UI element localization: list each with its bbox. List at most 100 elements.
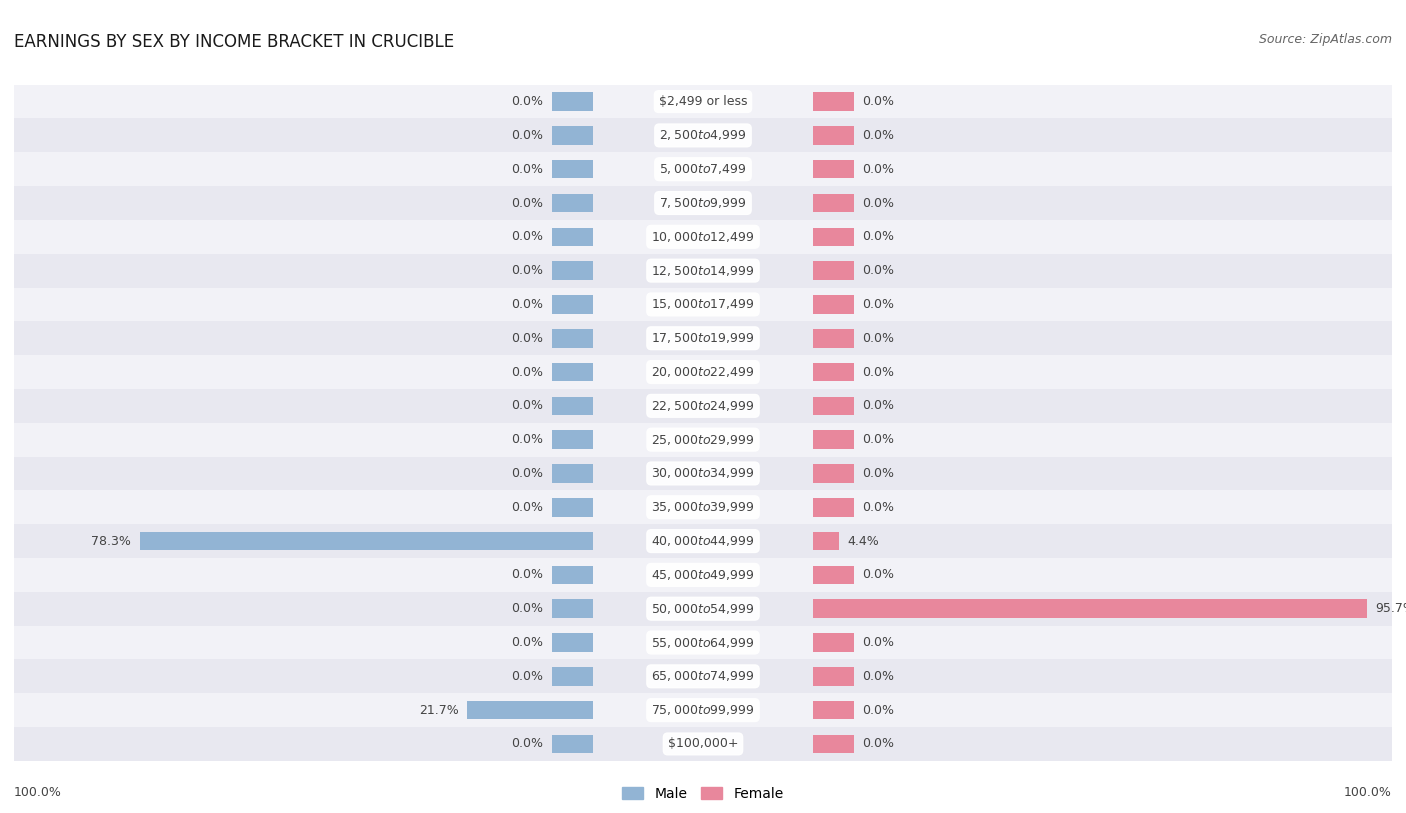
Text: 0.0%: 0.0% [512, 163, 544, 176]
Text: 0.0%: 0.0% [862, 467, 894, 480]
Bar [0, 659, 1406, 693]
Text: 100.0%: 100.0% [1344, 786, 1392, 799]
Bar [14, 321, 1171, 355]
Text: $2,500 to $4,999: $2,500 to $4,999 [659, 128, 747, 142]
Bar [14, 558, 1171, 592]
Bar [0, 490, 1406, 524]
Text: 0.0%: 0.0% [862, 636, 894, 649]
Bar [553, 126, 593, 145]
Bar [235, 152, 1392, 186]
Bar [235, 85, 1392, 119]
Text: 0.0%: 0.0% [862, 501, 894, 514]
Bar [235, 355, 1392, 389]
Bar [813, 93, 853, 111]
Text: 0.0%: 0.0% [862, 568, 894, 581]
Bar [235, 288, 1392, 321]
Bar [813, 363, 853, 381]
Bar [235, 254, 1392, 288]
Bar [0, 321, 1406, 355]
Text: $100,000+: $100,000+ [668, 737, 738, 750]
Bar [235, 626, 1392, 659]
Bar [235, 524, 1392, 558]
Bar [14, 423, 1171, 457]
Text: 100.0%: 100.0% [14, 786, 62, 799]
Bar [139, 532, 593, 550]
Bar [813, 464, 853, 483]
Bar [14, 220, 1171, 254]
Text: 0.0%: 0.0% [512, 129, 544, 142]
Bar [813, 397, 853, 415]
Bar [0, 457, 1406, 490]
Bar [235, 321, 1392, 355]
Bar [813, 701, 853, 720]
Bar [235, 457, 1392, 490]
Bar [0, 558, 1406, 592]
Bar [235, 592, 1392, 626]
Text: $7,500 to $9,999: $7,500 to $9,999 [659, 196, 747, 210]
Bar [0, 727, 1406, 761]
Text: 0.0%: 0.0% [512, 230, 544, 243]
Text: 0.0%: 0.0% [862, 230, 894, 243]
Bar [813, 261, 853, 280]
Text: 0.0%: 0.0% [512, 264, 544, 277]
Text: 0.0%: 0.0% [862, 264, 894, 277]
Text: $35,000 to $39,999: $35,000 to $39,999 [651, 500, 755, 515]
Text: 0.0%: 0.0% [512, 95, 544, 108]
Text: 0.0%: 0.0% [862, 129, 894, 142]
Bar [553, 193, 593, 212]
Bar [553, 363, 593, 381]
Text: 0.0%: 0.0% [862, 95, 894, 108]
Bar [0, 288, 1406, 321]
Text: 0.0%: 0.0% [862, 197, 894, 210]
Text: $50,000 to $54,999: $50,000 to $54,999 [651, 602, 755, 615]
Bar [553, 329, 593, 347]
Bar [813, 126, 853, 145]
Text: 0.0%: 0.0% [862, 670, 894, 683]
Bar [0, 254, 1406, 288]
Bar [235, 490, 1392, 524]
Text: 0.0%: 0.0% [512, 366, 544, 379]
Text: 0.0%: 0.0% [512, 636, 544, 649]
Bar [14, 490, 1171, 524]
Bar [14, 727, 1171, 761]
Bar [0, 186, 1406, 220]
Bar [235, 186, 1392, 220]
Text: 0.0%: 0.0% [862, 399, 894, 412]
Bar [235, 389, 1392, 423]
Bar [235, 220, 1392, 254]
Bar [553, 261, 593, 280]
Bar [813, 160, 853, 179]
Bar [813, 498, 853, 516]
Bar [14, 152, 1171, 186]
Text: 0.0%: 0.0% [512, 467, 544, 480]
Bar [813, 329, 853, 347]
Text: Source: ZipAtlas.com: Source: ZipAtlas.com [1258, 33, 1392, 46]
Bar [553, 498, 593, 516]
Text: $25,000 to $29,999: $25,000 to $29,999 [651, 433, 755, 446]
Bar [553, 228, 593, 246]
Text: 0.0%: 0.0% [512, 670, 544, 683]
Bar [0, 152, 1406, 186]
Text: $55,000 to $64,999: $55,000 to $64,999 [651, 636, 755, 650]
Bar [0, 220, 1406, 254]
Bar [553, 93, 593, 111]
Bar [235, 423, 1392, 457]
Text: 0.0%: 0.0% [862, 433, 894, 446]
Bar [813, 735, 853, 753]
Text: $30,000 to $34,999: $30,000 to $34,999 [651, 467, 755, 480]
Bar [553, 735, 593, 753]
Bar [553, 599, 593, 618]
Bar [0, 355, 1406, 389]
Text: 0.0%: 0.0% [512, 737, 544, 750]
Text: 78.3%: 78.3% [91, 535, 131, 548]
Text: $40,000 to $44,999: $40,000 to $44,999 [651, 534, 755, 548]
Bar [14, 659, 1171, 693]
Bar [14, 524, 1171, 558]
Text: 0.0%: 0.0% [862, 332, 894, 345]
Text: 4.4%: 4.4% [848, 535, 879, 548]
Bar [14, 389, 1171, 423]
Text: 0.0%: 0.0% [862, 366, 894, 379]
Text: 0.0%: 0.0% [512, 332, 544, 345]
Text: 21.7%: 21.7% [419, 703, 458, 716]
Bar [553, 566, 593, 585]
